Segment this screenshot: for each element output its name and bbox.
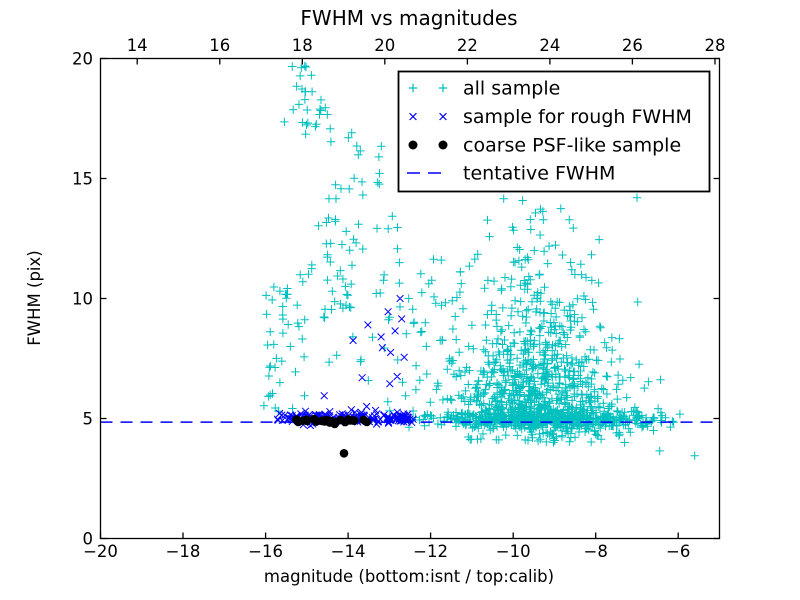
- x-top-tick-label: 22: [457, 36, 478, 55]
- x-top-tick-label: 28: [705, 36, 726, 55]
- axis-tick-labels: −20 −18 −16 −14 −12 −10 −8 −6 14 16 18 20 22 24 26 28 0 5…: [72, 36, 726, 561]
- legend-label-psf-sample: coarse PSF-like sample: [463, 135, 681, 157]
- x-top-tick-label: 24: [539, 36, 560, 55]
- tick-marks: [99, 57, 720, 540]
- legend-marker-rough-fwhm-x-icon: [409, 112, 447, 121]
- x-top-tick-label: 16: [209, 36, 230, 55]
- x-bottom-tick-label: −6: [666, 542, 690, 561]
- y-tick-label: 0: [83, 530, 94, 549]
- y-tick-label: 20: [72, 50, 93, 69]
- plot-area-points: [100, 61, 720, 460]
- legend-marker-psf-dot-icon: [408, 140, 448, 150]
- x-bottom-tick-label: −12: [413, 542, 448, 561]
- series-all-sample: [259, 61, 699, 460]
- y-axis-label: FWHM (pix): [25, 250, 44, 345]
- x-bottom-tick-label: −20: [83, 542, 118, 561]
- x-top-tick-label: 20: [374, 36, 395, 55]
- x-bottom-tick-label: −14: [331, 542, 366, 561]
- x-axis-label: magnitude (bottom:isnt / top:calib): [264, 567, 554, 586]
- x-top-tick-label: 14: [127, 36, 148, 55]
- y-tick-label: 15: [72, 170, 93, 189]
- x-bottom-tick-label: −8: [584, 542, 608, 561]
- legend-label-tentative-fwhm: tentative FWHM: [463, 163, 615, 185]
- series-coarse-PSF-like-sample: [292, 414, 372, 458]
- legend-label-rough-fwhm: sample for rough FWHM: [463, 106, 692, 128]
- x-top-tick-label: 18: [292, 36, 313, 55]
- x-top-tick-label: 26: [622, 36, 643, 55]
- axis-ticks: [99, 57, 720, 540]
- legend-marker-all-sample-plus-icon: [408, 83, 448, 93]
- legend-box: [397, 70, 711, 193]
- legend-label-all-sample: all sample: [463, 78, 560, 100]
- x-bottom-tick-label: −16: [248, 542, 283, 561]
- legend: all sample sample for rough FWHM coarse …: [397, 70, 711, 193]
- x-bottom-tick-label: −18: [166, 542, 201, 561]
- x-bottom-tick-label: −10: [496, 542, 531, 561]
- plot-title: FWHM vs magnitudes: [300, 6, 517, 30]
- y-tick-label: 5: [83, 410, 94, 429]
- y-tick-label: 10: [72, 290, 93, 309]
